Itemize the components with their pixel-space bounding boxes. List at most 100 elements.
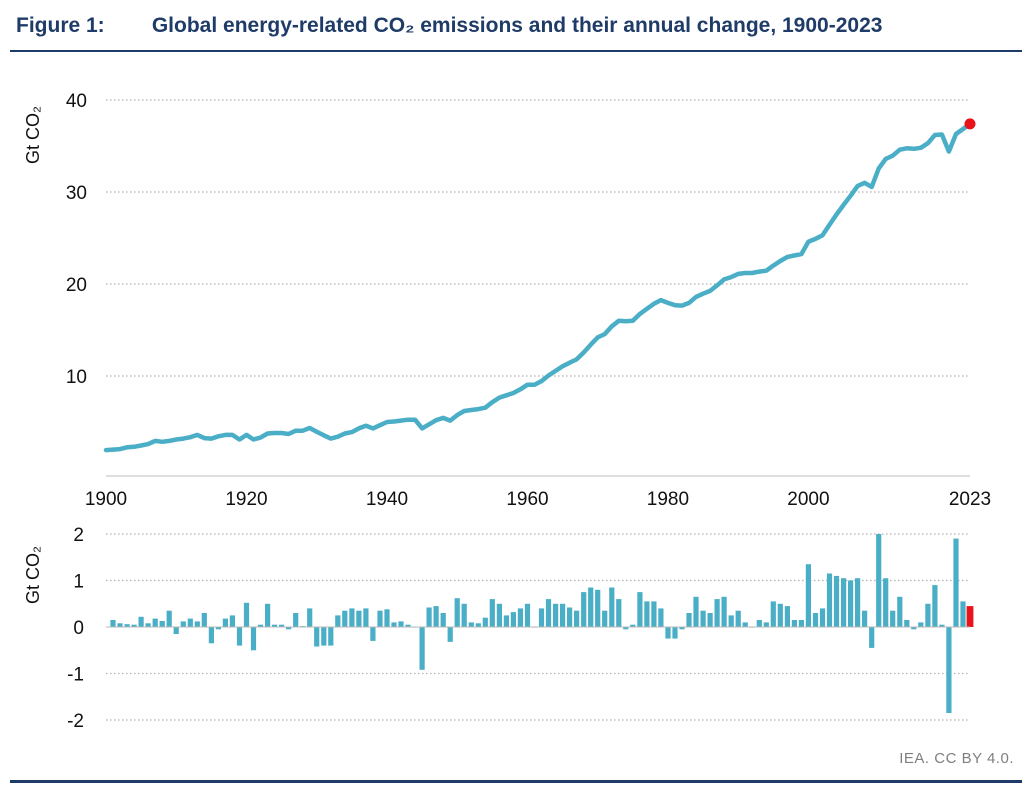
annual-change-bar <box>286 627 292 630</box>
annual-change-bar <box>651 601 657 627</box>
annual-change-bar <box>756 620 762 627</box>
y-tick-label-bottom: -1 <box>67 665 84 686</box>
annual-change-bar <box>693 596 699 627</box>
annual-change-bar <box>384 609 390 627</box>
annual-change-bar <box>686 613 692 627</box>
annual-change-bar <box>545 599 552 627</box>
annual-change-bar <box>215 627 221 630</box>
annual-change-bar <box>426 607 432 627</box>
annual-change-bar <box>391 622 397 628</box>
annual-change-bar <box>173 627 179 634</box>
annual-change-bar <box>848 580 854 627</box>
annual-change-bar <box>707 613 713 627</box>
annual-change-bar <box>475 623 481 627</box>
annual-change-bar <box>461 603 467 628</box>
annual-change-bar <box>250 627 257 651</box>
source-credit: IEA. CC BY 4.0. <box>899 750 1014 767</box>
annual-change-bar <box>201 613 207 627</box>
annual-change-bar <box>658 608 664 627</box>
annual-change-bar <box>152 618 158 627</box>
annual-change-bar <box>904 620 910 627</box>
annual-change-bar <box>370 627 376 641</box>
annual-change-bar <box>819 608 826 627</box>
annual-change-bar-latest <box>966 606 974 627</box>
annual-change-bar <box>110 620 116 627</box>
annual-change-bar <box>180 621 186 627</box>
annual-change-bar <box>805 564 811 627</box>
annual-change-bar <box>293 613 299 627</box>
annual-change-bar <box>918 622 924 628</box>
annual-change-bar <box>742 622 748 628</box>
annual-change-bar <box>791 620 797 627</box>
annual-change-bar <box>398 621 404 627</box>
annual-change-bar <box>524 603 531 628</box>
annual-change-bar <box>229 615 235 627</box>
annual-change-bar <box>946 627 952 713</box>
annual-change-bar <box>349 608 355 627</box>
annual-change-bar <box>166 610 172 627</box>
annual-change-bar <box>243 602 250 627</box>
y-tick-label-top: 20 <box>66 275 87 296</box>
annual-change-bar <box>960 601 966 627</box>
annual-change-bar <box>510 612 516 627</box>
annual-change-bar <box>517 608 523 627</box>
annual-change-bar <box>911 627 917 630</box>
annual-change-bar <box>637 592 643 627</box>
annual-change-bar <box>377 610 383 627</box>
annual-change-bar <box>679 627 685 630</box>
y-tick-label-bottom: 1 <box>73 572 84 593</box>
annual-change-bar <box>574 610 580 627</box>
annual-change-bar <box>939 624 945 627</box>
annual-change-bar <box>159 621 165 627</box>
x-tick-label: 2000 <box>787 489 829 510</box>
annual-change-bar <box>279 624 285 627</box>
x-tick-label: 1980 <box>647 489 689 510</box>
annual-change-bar <box>447 627 453 642</box>
annual-change-bar <box>433 606 439 627</box>
annual-change-bar <box>236 627 243 646</box>
annual-change-bar <box>356 610 362 627</box>
annual-change-bar <box>363 608 369 627</box>
annual-change-bar <box>482 617 488 627</box>
annual-change-bar <box>728 615 734 627</box>
annual-change-bar <box>798 620 804 627</box>
annual-change-bar <box>876 534 882 627</box>
annual-change-bar <box>777 603 783 628</box>
annual-change-bar <box>194 621 200 627</box>
annual-change-bar <box>468 622 474 628</box>
annual-change-bar <box>321 627 327 646</box>
annual-change-bar <box>208 627 214 644</box>
figure-label: Figure 1: <box>16 14 105 37</box>
annual-change-bar <box>925 603 931 628</box>
x-tick-label: 1960 <box>506 489 548 510</box>
annual-change-bar <box>560 603 566 628</box>
annual-change-bar <box>812 613 819 627</box>
annual-change-bar <box>644 601 650 627</box>
annual-change-bar <box>503 615 509 627</box>
annual-change-bar <box>623 627 629 630</box>
annual-change-bar <box>672 627 678 639</box>
x-tick-label: 1900 <box>85 489 127 510</box>
annual-change-bar <box>538 608 545 627</box>
annual-change-bar <box>496 603 502 628</box>
annual-change-bar <box>307 608 313 627</box>
annual-change-bar <box>609 587 615 627</box>
annual-change-bar <box>770 601 776 627</box>
annual-change-bar <box>784 606 790 627</box>
annual-change-bar <box>335 615 341 627</box>
annual-change-bar <box>763 622 769 628</box>
y-axis-label-top: Gt CO₂ <box>23 106 43 164</box>
annual-change-bar <box>405 624 411 627</box>
annual-change-bar <box>595 589 601 627</box>
annual-change-bar <box>588 587 594 627</box>
y-tick-label-top: 10 <box>66 367 87 388</box>
annual-change-bar <box>855 578 861 627</box>
annual-change-bar <box>897 596 903 627</box>
annual-change-bar <box>489 599 495 627</box>
annual-change-bar <box>257 624 264 627</box>
annual-change-bar <box>440 613 446 627</box>
emissions-line <box>103 121 973 453</box>
annual-change-bar <box>953 538 959 627</box>
annual-change-bar <box>553 603 559 628</box>
